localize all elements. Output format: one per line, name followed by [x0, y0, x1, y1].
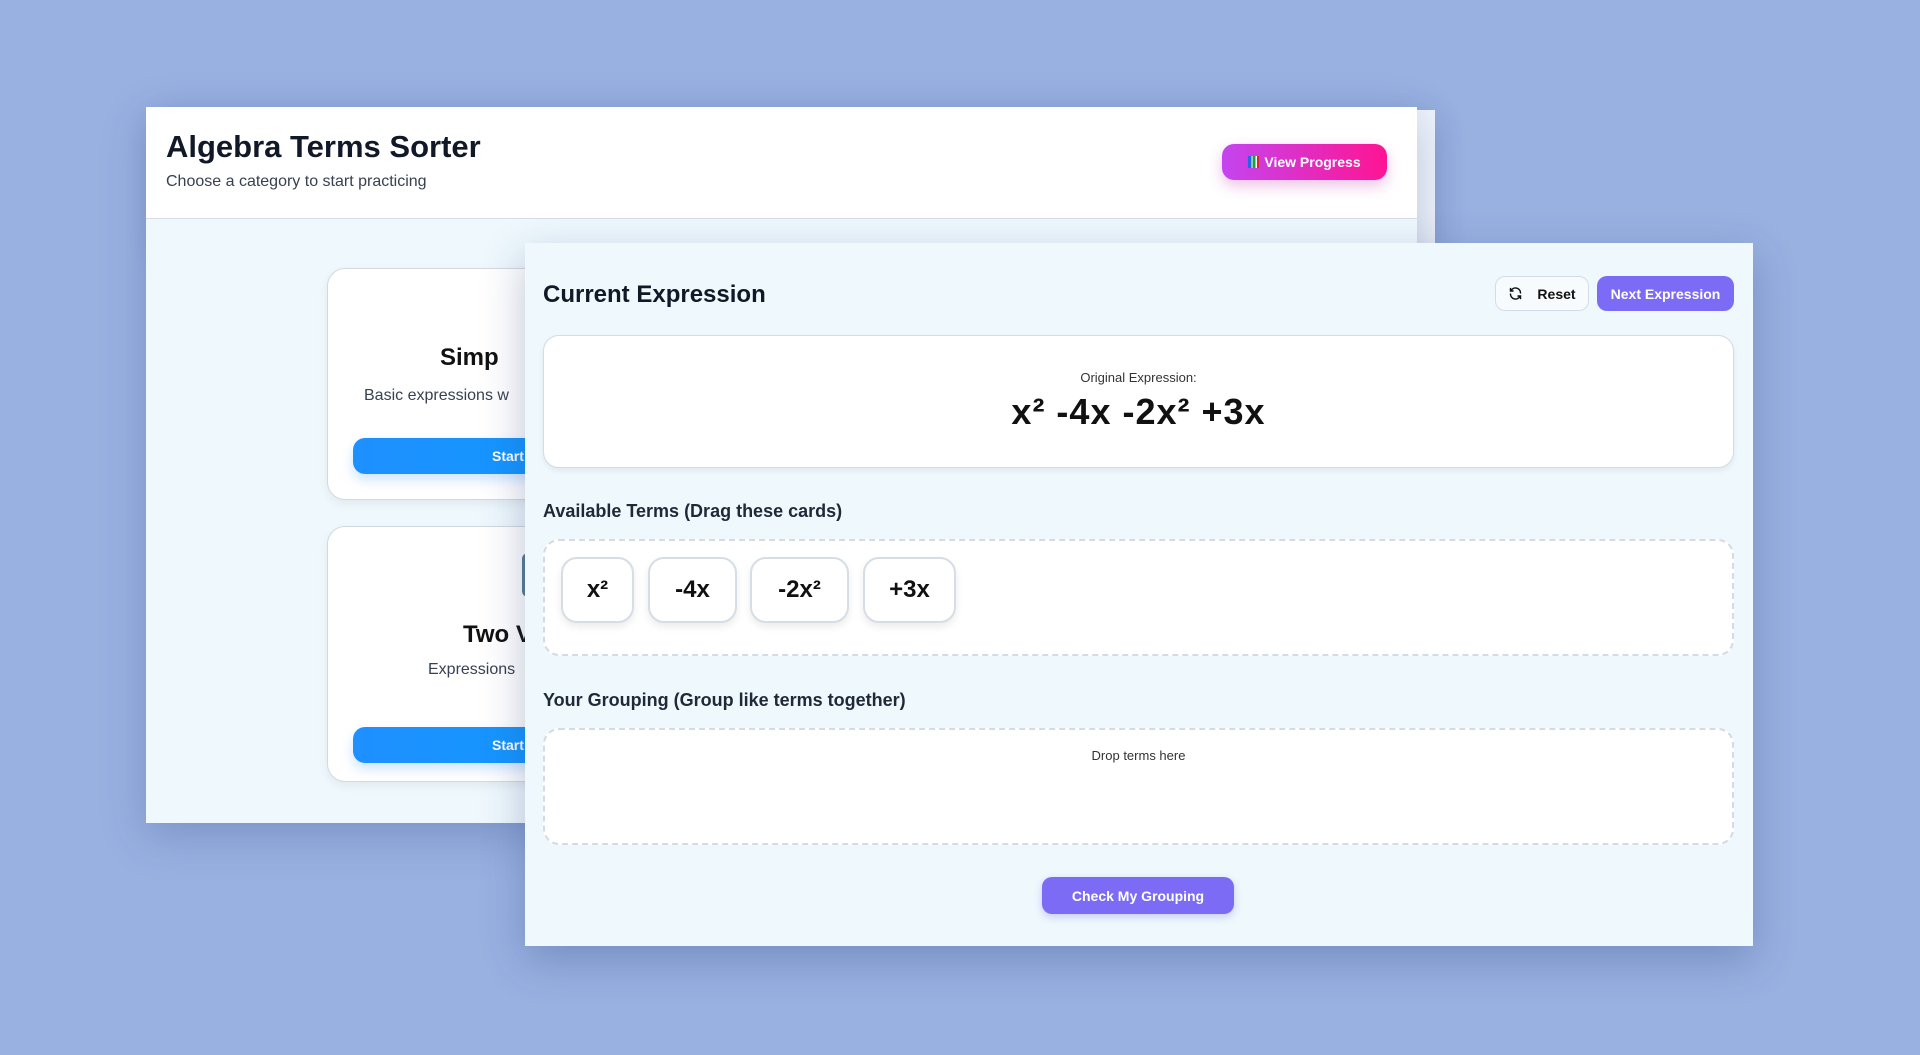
category-description: Expressions — [428, 661, 516, 678]
category-description: Basic expressions w — [364, 387, 509, 404]
app-header: Algebra Terms Sorter Choose a category t… — [146, 107, 1417, 219]
view-progress-button[interactable]: View Progress — [1222, 144, 1387, 180]
app-subtitle: Choose a category to start practicing — [166, 173, 427, 190]
reset-button[interactable]: Reset — [1495, 276, 1589, 311]
bar-chart-icon — [1248, 156, 1260, 168]
expression-panel: Current Expression Reset Next Expression… — [525, 243, 1753, 946]
term-card[interactable]: -2x² — [750, 557, 849, 623]
drop-placeholder: Drop terms here — [1091, 748, 1186, 763]
category-title: Simp — [440, 344, 499, 371]
grouping-label: Your Grouping (Group like terms together… — [543, 690, 906, 710]
view-progress-label: View Progress — [1264, 154, 1361, 170]
original-expression: x² -4x -2x² +3x — [1011, 391, 1266, 432]
grouping-drop-zone[interactable]: Drop terms here — [543, 728, 1734, 845]
category-title: Two V — [463, 621, 532, 648]
next-expression-button[interactable]: Next Expression — [1597, 276, 1734, 311]
original-expression-box: Original Expression: x² -4x -2x² +3x — [543, 335, 1734, 468]
available-terms-zone[interactable]: x² -4x -2x² +3x — [543, 539, 1734, 656]
app-title: Algebra Terms Sorter — [166, 129, 481, 164]
available-terms-label: Available Terms (Drag these cards) — [543, 501, 843, 521]
term-card[interactable]: -4x — [648, 557, 737, 623]
reset-label: Reset — [1537, 285, 1576, 302]
refresh-icon — [1510, 287, 1522, 300]
panel-title: Current Expression — [543, 281, 766, 308]
original-expression-label: Original Expression: — [1080, 370, 1197, 385]
check-grouping-button[interactable]: Check My Grouping — [1042, 877, 1234, 914]
term-card[interactable]: +3x — [863, 557, 956, 623]
term-card[interactable]: x² — [561, 557, 634, 623]
